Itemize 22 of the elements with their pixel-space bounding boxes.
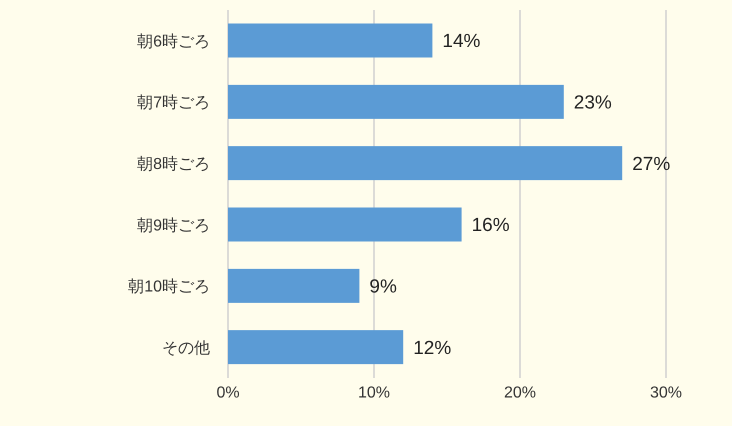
x-tick-label: 30%: [650, 384, 682, 402]
x-tick-label: 10%: [358, 384, 390, 402]
data-label: 23%: [574, 92, 612, 114]
y-tick-label: 朝6時ごろ: [137, 32, 210, 50]
data-label: 27%: [632, 154, 670, 175]
bar: [228, 84, 564, 119]
data-label: 16%: [472, 215, 510, 236]
x-tick-label: 20%: [504, 384, 536, 402]
y-tick-label: 朝8時ごろ: [137, 155, 210, 174]
bar: [228, 23, 432, 58]
data-label: 9%: [369, 276, 397, 298]
y-tick-label: 朝9時ごろ: [137, 216, 210, 234]
data-label: 12%: [413, 338, 452, 359]
y-tick-label: その他: [162, 340, 210, 358]
bar: [228, 146, 622, 180]
bar: [228, 268, 360, 303]
y-tick-label: 朝10時ごろ: [128, 278, 210, 296]
bar: [228, 330, 404, 364]
bar: [228, 207, 462, 242]
y-tick-label: 朝7時ごろ: [137, 94, 210, 112]
data-label: 14%: [442, 31, 481, 52]
x-tick-label: 0%: [216, 384, 240, 402]
